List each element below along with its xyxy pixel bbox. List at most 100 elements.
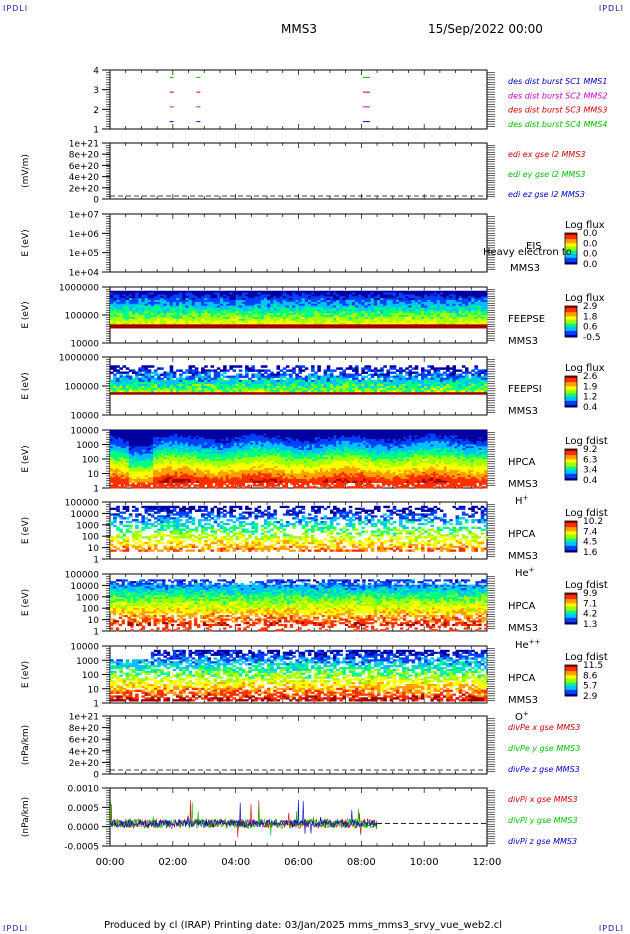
y-tick-label: 10000 (70, 510, 99, 520)
colorbar-tick-label: 4.5 (583, 538, 597, 548)
y-axis-label: (nPa/km) (21, 797, 31, 837)
panel-frame (109, 715, 488, 775)
colorbar-title: Log fdist (565, 580, 608, 591)
x-tick-label: 04:00 (221, 857, 250, 868)
colorbar-tick-label: 2.6 (583, 372, 598, 382)
y-tick-label: 4e+20 (69, 173, 100, 183)
divpi-blue-series (109, 799, 378, 834)
colorbar-tick-label: 3.4 (583, 466, 598, 476)
colorbar-tick-label: 0.4 (583, 403, 598, 413)
y-tick-label: 10 (88, 544, 100, 554)
y-tick-label: 2e+20 (69, 184, 100, 194)
y-tick-label: -0.0005 (64, 843, 99, 853)
colorbar-frame (564, 375, 578, 408)
y-axis-label: E (eV) (21, 372, 31, 399)
species-label: H+ (515, 494, 529, 507)
y-tick-label: 1e+07 (69, 211, 99, 221)
x-tick-label: 10:00 (410, 857, 439, 868)
colorbar-tick-label: 0.4 (583, 476, 598, 486)
y-tick-label: 100 (82, 456, 99, 466)
y-tick-label: 2e+20 (69, 759, 100, 769)
y-tick-label: 8e+20 (69, 151, 100, 161)
colorbar-tick-label: 1.6 (583, 548, 598, 558)
y-axis-label: E (eV) (21, 229, 31, 256)
y-tick-label: 8e+20 (69, 724, 100, 734)
colorbar-title: Log fdist (565, 436, 608, 447)
spectrogram-4 (110, 365, 488, 395)
spectrogram-6 (110, 505, 488, 552)
spectrogram-7 (110, 579, 488, 632)
y-tick-label: 10 (88, 685, 100, 695)
legend-entry: des dist burst SC1 MMS1 (508, 77, 607, 86)
y-tick-label: 10000 (70, 340, 99, 350)
colorbar-frame (564, 664, 578, 697)
divpi-green-series (109, 800, 378, 836)
legend-entry: edi ez gse l2 MMS3 (508, 190, 585, 199)
x-tick-label: 00:00 (96, 857, 125, 868)
spectrogram-8 (110, 649, 488, 702)
colorbar-tick-label: 0.0 (583, 239, 598, 249)
y-tick-label: 10000 (70, 427, 99, 437)
colorbar-tick-label: 9.9 (583, 589, 598, 599)
x-tick-label: 06:00 (284, 857, 313, 868)
y-tick-label: 1000 (76, 657, 99, 667)
colorbar-tick-label: 1.3 (583, 620, 597, 630)
colorbar-tick-label: 0.6 (583, 323, 598, 333)
corner-mark-bl: IPDLI (3, 924, 29, 933)
corner-mark-br: IPDLI (598, 924, 624, 933)
x-tick-label: 08:00 (347, 857, 376, 868)
spacecraft-label: MMS3 (508, 623, 538, 634)
y-axis-label: E (eV) (21, 445, 31, 472)
instrument-label: FEEPSI (508, 384, 542, 395)
colorbar-tick-label: 1.2 (583, 393, 597, 403)
spacecraft-label: MMS3 (508, 695, 538, 706)
legend-entry: divPe y gse MMS3 (508, 744, 580, 753)
y-tick-label: 10 (88, 616, 100, 626)
y-tick-label: 3 (93, 86, 99, 96)
y-axis-label: (nPa/km) (21, 725, 31, 765)
legend-entry: des dist burst SC2 MMS2 (508, 91, 607, 100)
y-tick-label: 1000000 (59, 354, 99, 364)
y-tick-label: 1 (93, 700, 99, 710)
y-tick-label: 1 (93, 556, 99, 566)
y-tick-label: 1 (93, 126, 99, 136)
colorbar-title: Log fdist (565, 652, 608, 663)
footer-text: Produced by cl (IRAP) Printing date: 03/… (104, 920, 503, 931)
colorbar-tick-label: 6.3 (583, 455, 597, 465)
spacecraft-label: MMS3 (508, 551, 538, 562)
y-tick-label: 4 (93, 67, 99, 77)
instrument-label: HPCA (508, 457, 536, 468)
species-label: He+ (515, 566, 535, 579)
legend-entry: des dist burst SC4 MMS4 (508, 120, 607, 129)
colorbar-title: Log fdist (565, 508, 608, 519)
legend-entry: des dist burst SC3 MMS3 (508, 106, 607, 115)
legend-entry: divPe x gse MMS3 (508, 723, 580, 732)
y-tick-label: 100000 (65, 499, 100, 509)
instrument-label: HPCA (508, 673, 536, 684)
colorbar-tick-label: 2.9 (583, 302, 598, 312)
y-tick-label: 100000 (65, 312, 100, 322)
instrument-label: HPCA (508, 601, 536, 612)
instrument-label: HPCA (508, 529, 536, 540)
y-tick-label: 0.0000 (68, 823, 100, 833)
colorbar-tick-label: 10.2 (583, 517, 603, 527)
panel-frame (109, 787, 488, 847)
y-tick-label: 1000 (76, 593, 99, 603)
y-tick-label: 6e+20 (69, 736, 100, 746)
panel-frame (109, 142, 488, 200)
spacecraft-title: MMS3 (281, 22, 317, 36)
date-title: 15/Sep/2022 00:00 (428, 22, 543, 36)
plot-area: 1 2 3 4 des dist burst SC1 MMS1 des dist burs… (21, 67, 608, 869)
y-tick-label: 100000 (65, 383, 100, 393)
y-tick-label: 100 (82, 533, 99, 543)
y-tick-label: 4e+20 (69, 747, 100, 757)
colorbar-title: Log flux (565, 220, 605, 231)
spacecraft-label: MMS3 (508, 406, 538, 417)
colorbar-tick-label: 9.2 (583, 445, 597, 455)
x-tick-label: 02:00 (158, 857, 187, 868)
